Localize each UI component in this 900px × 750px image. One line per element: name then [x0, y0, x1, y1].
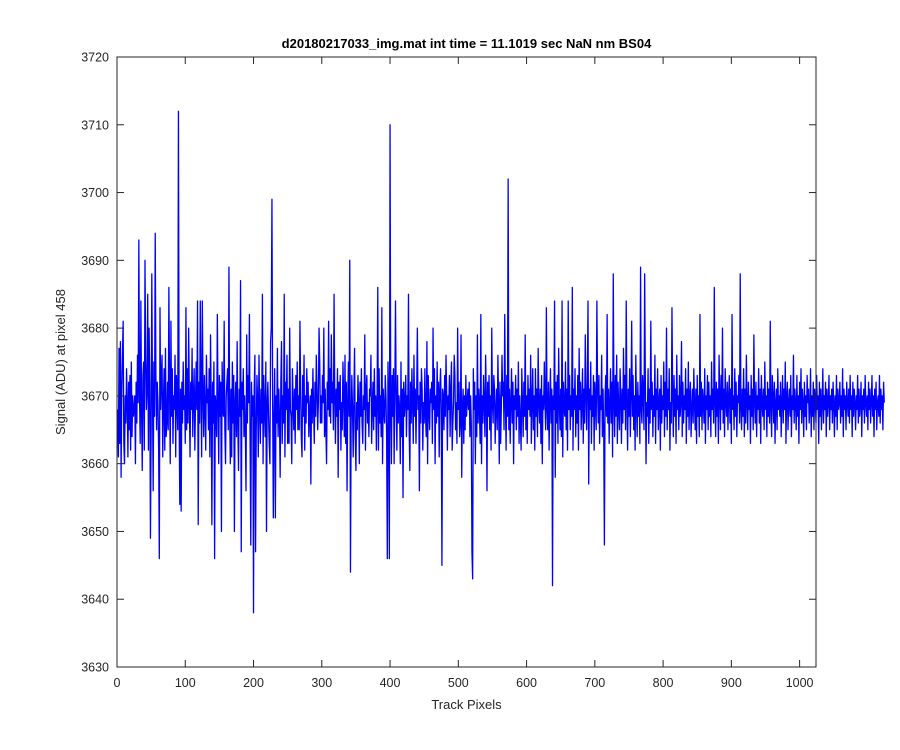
x-tick-label: 300 — [311, 676, 332, 690]
y-tick-label: 3640 — [81, 593, 109, 607]
y-tick-label: 3700 — [81, 186, 109, 200]
plot-frame — [116, 56, 817, 668]
x-tick-label: 900 — [721, 676, 742, 690]
y-tick-label: 3720 — [81, 51, 109, 65]
x-axis: 0 100 200 300 400 500 600 700 800 900 1000 — [114, 57, 814, 690]
series-line — [117, 110, 885, 614]
x-tick-label: 600 — [516, 676, 537, 690]
x-axis-label: Track Pixels — [431, 697, 502, 712]
y-axis-label: Signal (ADU) at pixel 458 — [53, 289, 68, 435]
y-tick-label: 3690 — [81, 254, 109, 268]
x-tick-label: 100 — [175, 676, 196, 690]
y-tick-label: 3670 — [81, 389, 109, 403]
x-tick-label: 0 — [114, 676, 121, 690]
y-axis: 3630 3640 3650 3660 3670 3680 3690 3700 3710 3720 — [81, 51, 816, 675]
x-tick-label: 500 — [448, 676, 469, 690]
series-layer — [117, 110, 885, 614]
y-tick-label: 3710 — [81, 118, 109, 132]
x-tick-label: 700 — [584, 676, 605, 690]
x-tick-label: 1000 — [786, 676, 814, 690]
y-tick-label: 3680 — [81, 322, 109, 336]
y-tick-label: 3650 — [81, 525, 109, 539]
y-tick-label: 3660 — [81, 457, 109, 471]
chart-title: d20180217033_img.mat int time = 11.1019 … — [282, 36, 652, 51]
x-tick-label: 400 — [380, 676, 401, 690]
x-tick-label: 200 — [243, 676, 264, 690]
y-tick-label: 3630 — [81, 661, 109, 675]
x-tick-label: 800 — [653, 676, 674, 690]
